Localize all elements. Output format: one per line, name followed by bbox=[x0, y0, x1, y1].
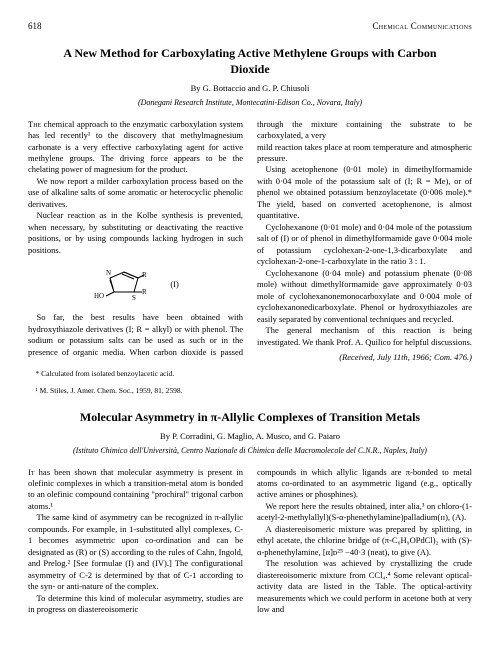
paragraph: Using acetophenone (0·01 mole) in dimeth… bbox=[257, 164, 472, 221]
received-line: (Received, July 11th, 1966; Com. 476.) bbox=[257, 352, 472, 363]
paragraph: Cyclohexanone (0·01 mole) and 0·04 mole … bbox=[257, 222, 472, 268]
paper1-body: The chemical approach to the enzymatic c… bbox=[28, 119, 472, 364]
paper2-body: It has been shown that molecular asymmet… bbox=[28, 467, 472, 616]
running-head: 618 Chemical Communications bbox=[28, 20, 472, 32]
paragraph: The general mechanism of this reaction i… bbox=[257, 325, 472, 348]
paragraph: mild reaction takes place at room temper… bbox=[257, 142, 472, 165]
structure-label: (I) bbox=[170, 280, 179, 289]
lead-cap: The bbox=[28, 119, 41, 129]
paragraph: A diastereoisomeric mixture was prepared… bbox=[257, 524, 472, 558]
structure-diagram: N S R R HO (I) bbox=[28, 262, 243, 306]
paragraph: Nuclear reaction as in the Kolbe synthes… bbox=[28, 210, 243, 256]
paragraph: The chemical approach to the enzymatic c… bbox=[28, 119, 243, 176]
svg-text:N: N bbox=[106, 269, 111, 277]
paragraph: Cyclohexanone (0·04 mole) and potassium … bbox=[257, 268, 472, 325]
journal-name: Chemical Communications bbox=[373, 20, 473, 32]
paper1-footnote-ref: ¹ M. Stiles, J. Amer. Chem. Soc., 1959, … bbox=[28, 386, 472, 396]
page-number: 618 bbox=[28, 20, 42, 32]
svg-text:R: R bbox=[142, 288, 147, 296]
paragraph: We now report a milder carboxylation pro… bbox=[28, 176, 243, 210]
paper1-authors: By G. Bottaccio and G. P. Chiusoli bbox=[28, 83, 472, 94]
paragraph: It has been shown that molecular asymmet… bbox=[28, 467, 243, 513]
paper1-title: A New Method for Carboxylating Active Me… bbox=[61, 46, 438, 77]
paragraph: The resolution was achieved by crystalli… bbox=[257, 558, 472, 615]
paper1-footnote-star: * Calculated from isolated benzoylacetic… bbox=[28, 369, 472, 379]
paragraph: The same kind of asymmetry can be recogn… bbox=[28, 512, 243, 592]
paper1-affiliation: (Donegani Research Institute, Montecatin… bbox=[28, 98, 472, 109]
paragraph: compounds in which allylic ligands are π… bbox=[257, 467, 472, 501]
svg-text:R: R bbox=[142, 271, 147, 279]
paper2-affiliation: (Istituto Chimico dell'Università, Centr… bbox=[28, 446, 472, 457]
svg-text:S: S bbox=[132, 294, 136, 302]
paper2-title: Molecular Asymmetry in π-Allylic Complex… bbox=[61, 410, 438, 426]
paragraph: We report here the results obtained, int… bbox=[257, 501, 472, 524]
svg-text:HO: HO bbox=[94, 292, 104, 300]
paragraph: To determine this kind of molecular asym… bbox=[28, 593, 243, 616]
paper2-authors: By P. Corradini, G. Maglio, A. Musco, an… bbox=[28, 431, 472, 442]
